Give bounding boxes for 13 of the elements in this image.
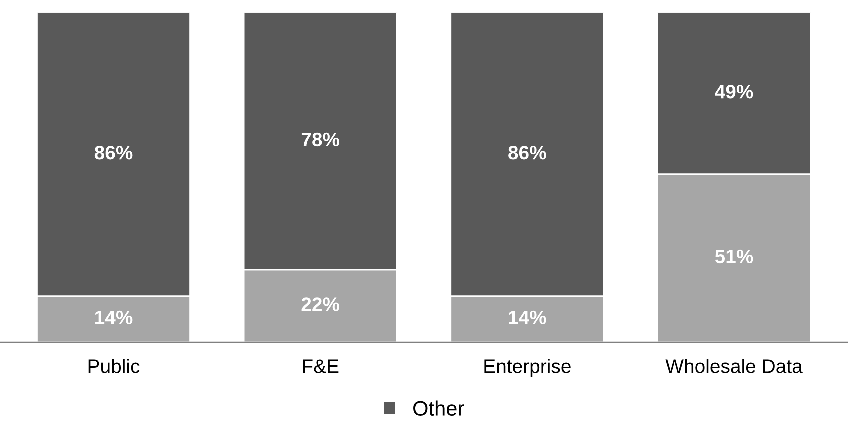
data-label: 22% bbox=[302, 298, 340, 312]
x-tick-label: Enterprise bbox=[484, 359, 571, 378]
data-label: 86% bbox=[508, 146, 546, 160]
data-label: 49% bbox=[715, 85, 754, 99]
data-label: 78% bbox=[302, 132, 340, 147]
x-tick-label: Public bbox=[88, 359, 140, 374]
data-label: 86% bbox=[94, 146, 133, 160]
x-tick-label: F&E bbox=[303, 360, 339, 374]
data-label: 14% bbox=[509, 310, 546, 325]
data-label: 14% bbox=[96, 310, 133, 325]
x-tick-label: Wholesale Data bbox=[666, 359, 803, 374]
legend-label: Other bbox=[414, 400, 464, 416]
data-label: 51% bbox=[715, 250, 754, 264]
